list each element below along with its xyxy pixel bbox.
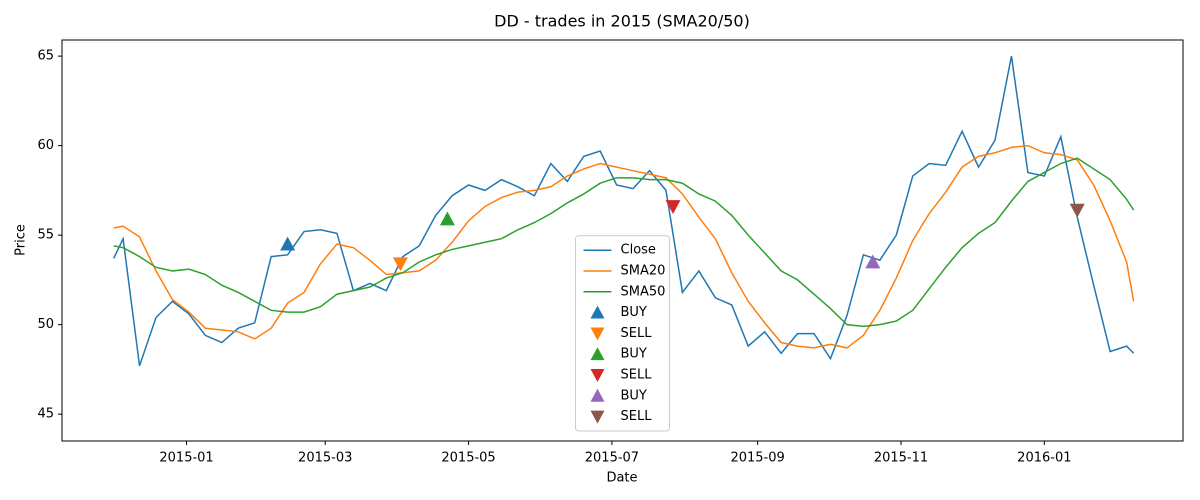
x-tick-label: 2015-01 (159, 451, 213, 466)
x-tick-label: 2015-11 (874, 451, 928, 466)
trade-marker (280, 236, 296, 251)
trade-marker (865, 254, 881, 269)
x-tick-label: 2015-09 (730, 451, 784, 466)
legend-swatch (590, 327, 605, 341)
line-series (113, 144, 1135, 349)
legend: Close SMA20 SMA50 BUY SELL BUY SELL BUY SELL (575, 235, 670, 432)
y-tick-label: 45 (37, 407, 54, 422)
y-tick-label: 65 (37, 49, 54, 64)
legend-swatch (590, 369, 605, 382)
y-axis-label: Price (14, 224, 29, 256)
legend-swatch (590, 388, 605, 402)
y-tick-label: 55 (37, 228, 54, 243)
legend-label: BUY (621, 305, 647, 320)
y-tick-label: 60 (37, 138, 54, 153)
trade-marker (439, 211, 455, 226)
y-tick-label: 50 (37, 317, 54, 332)
line-series (113, 157, 1135, 328)
legend-box (575, 235, 670, 432)
x-tick-label: 2015-07 (585, 451, 639, 466)
legend-label: SMA50 (621, 284, 666, 299)
legend-swatch (590, 410, 605, 424)
legend-label: SMA20 (621, 264, 666, 279)
chart-title: DD - trades in 2015 (SMA20/50) (494, 12, 750, 31)
trade-marker (665, 200, 681, 214)
legend-label: BUY (621, 347, 647, 362)
legend-label: BUY (621, 388, 647, 403)
legend-label: SELL (621, 326, 653, 341)
legend-label: SELL (621, 368, 653, 383)
legend-label: SELL (621, 409, 653, 424)
legend-label: Close (621, 243, 656, 258)
x-axis-label: Date (606, 471, 637, 486)
x-tick-label: 2015-05 (441, 451, 495, 466)
x-tick-label: 2016-01 (1017, 451, 1071, 466)
x-tick-label: 2015-03 (298, 451, 352, 466)
legend-swatch (590, 347, 605, 361)
trade-marker (392, 257, 408, 272)
plot-frame (61, 39, 1184, 442)
trade-marker (1069, 203, 1085, 218)
line-series (113, 55, 1135, 367)
legend-swatch (590, 305, 605, 319)
